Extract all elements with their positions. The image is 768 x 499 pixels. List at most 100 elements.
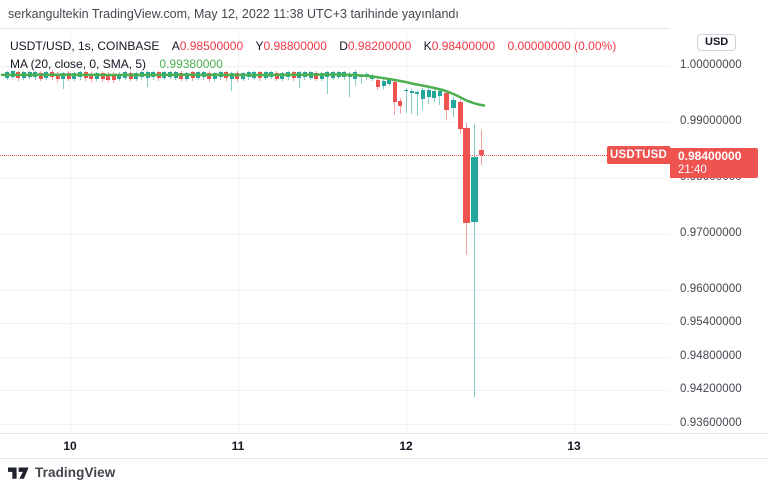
candle-body: [347, 74, 352, 77]
candle-body: [263, 72, 268, 78]
gridline-h: [0, 289, 670, 291]
gridline-h: [0, 121, 670, 123]
candle-body: [134, 72, 139, 79]
gridline-v: [70, 29, 71, 433]
low-label: D: [339, 39, 348, 53]
attribution-text: serkangultekin TradingView.com, May 12, …: [8, 7, 459, 21]
candle-body: [415, 92, 420, 94]
legend-symbol-row[interactable]: USDT/USD, 1s, COINBASE A0.98500000 Y0.98…: [10, 37, 616, 55]
price-tick-label: 0.94800000: [680, 349, 742, 362]
last-price-value: 0.98400000: [678, 149, 742, 164]
time-axis[interactable]: 10 11 12 13: [0, 434, 768, 458]
candle-body: [61, 72, 66, 79]
candle-body: [128, 72, 133, 79]
legend-ma-row[interactable]: MA (20, close, 0, SMA, 5) 0.99380000: [10, 55, 616, 73]
candle-body: [94, 72, 99, 79]
candle-body: [404, 89, 408, 92]
candle-body: [224, 72, 229, 78]
chart-legend: USDT/USD, 1s, COINBASE A0.98500000 Y0.98…: [10, 37, 616, 73]
candle-body: [33, 72, 38, 78]
open-label: A: [171, 39, 180, 53]
tradingview-logo-text: TradingView: [35, 465, 116, 480]
candle-body: [5, 72, 9, 78]
candle-body: [123, 72, 127, 78]
candle-body: [359, 75, 363, 77]
candle-body: [241, 72, 245, 79]
gridline-v: [406, 29, 407, 433]
gridline-h: [0, 423, 670, 425]
low-value: 0.98200000: [347, 39, 412, 53]
price-tick-label: 0.93600000: [680, 416, 742, 429]
candle-body: [190, 72, 195, 78]
price-tick-label: 0.96000000: [680, 282, 742, 295]
candle-body: [420, 89, 425, 99]
price-tick-label: 1.00000000: [680, 58, 742, 71]
candle-body: [252, 72, 257, 78]
candle-body: [398, 100, 403, 106]
candle-body: [450, 99, 456, 109]
open-value: 0.98500000: [179, 39, 244, 53]
gridline-v: [238, 29, 239, 433]
candle-body: [83, 72, 88, 78]
candle-body: [173, 72, 178, 78]
time-axis-divider: [0, 433, 768, 434]
candle-body: [212, 72, 217, 79]
candle-body: [145, 72, 150, 78]
price-tick-label: 0.95400000: [680, 316, 742, 329]
last-price-axis-label: 0.98400000 21:40: [670, 148, 758, 179]
candle-body: [179, 72, 184, 79]
candle-body: [16, 72, 21, 78]
candle-body: [50, 72, 54, 78]
gridline-h: [0, 65, 670, 67]
candle-body: [308, 72, 313, 78]
candle-body: [392, 81, 397, 103]
candle-body: [387, 80, 392, 85]
candle-body: [375, 79, 380, 87]
candle-body: [156, 72, 161, 78]
tradingview-logo-icon: [8, 467, 29, 479]
candle-body: [55, 73, 60, 80]
candle-body: [21, 72, 26, 78]
candle-body: [478, 150, 484, 156]
candle-body: [111, 74, 116, 80]
tradingview-logo[interactable]: TradingView: [8, 465, 115, 480]
gridline-v: [574, 29, 575, 433]
chart-bottom-border: [0, 458, 768, 459]
candle-body: [432, 91, 437, 98]
candle-body: [409, 90, 414, 93]
close-label: K: [423, 39, 432, 53]
candle-body: [463, 127, 470, 223]
time-tick-label: 13: [567, 439, 581, 453]
candle-body: [370, 75, 375, 79]
candle-body: [331, 72, 335, 78]
candle-body: [117, 73, 122, 80]
last-price-time: 21:40: [678, 164, 707, 177]
price-tick-label: 0.99000000: [680, 114, 742, 127]
price-tick-label: 0.94200000: [680, 383, 742, 396]
candle-body: [274, 72, 279, 79]
candle-body: [72, 72, 77, 79]
gridline-h: [0, 323, 670, 325]
candle-body: [106, 73, 111, 80]
candle-body: [218, 72, 223, 78]
candle-body: [196, 72, 201, 78]
symbol-price-flag: USDTUSD: [607, 146, 670, 165]
price-tick-label: 0.97000000: [680, 226, 742, 239]
gridline-h: [0, 177, 670, 179]
close-value: 0.98400000: [431, 39, 496, 53]
high-value: 0.98800000: [263, 39, 327, 53]
candle-body: [342, 72, 347, 78]
candle-body: [457, 102, 463, 129]
gridline-h: [0, 233, 670, 235]
candle-wick: [480, 129, 482, 166]
time-tick-label: 10: [63, 439, 77, 453]
currency-toggle-button[interactable]: USD: [697, 34, 737, 51]
candle-body: [364, 74, 369, 78]
candle-body: [286, 72, 290, 78]
price-axis[interactable]: 1.000000000.990000000.980000000.97000000…: [670, 28, 768, 433]
time-tick-label: 11: [231, 439, 245, 453]
candle-body: [426, 90, 431, 98]
candle-body: [89, 73, 94, 80]
candle-body: [100, 72, 105, 79]
